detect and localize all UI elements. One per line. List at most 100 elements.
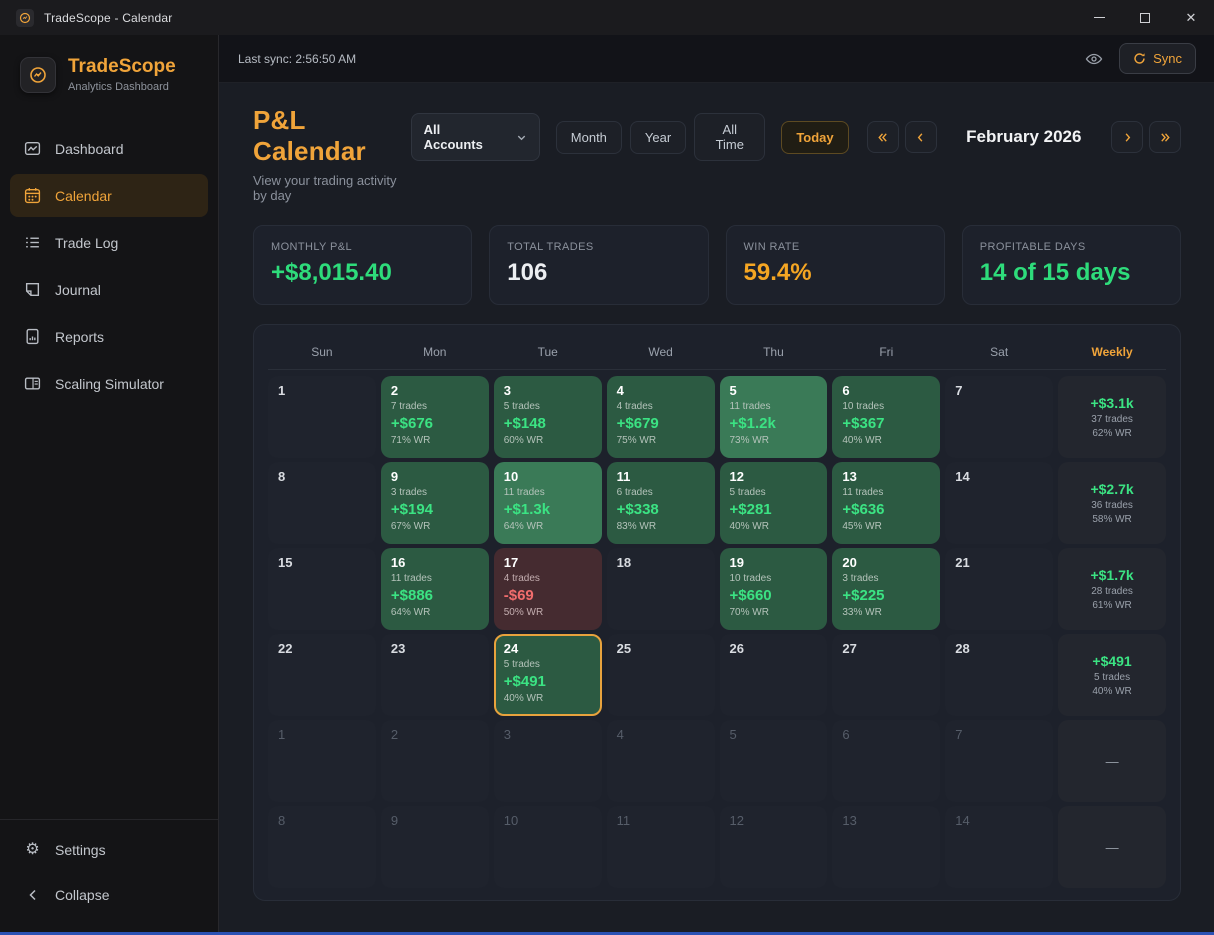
today-button[interactable]: Today <box>781 120 849 154</box>
day-pnl: +$338 <box>616 501 659 518</box>
minimize-button[interactable] <box>1076 0 1122 35</box>
minimize-icon <box>1093 17 1105 18</box>
account-filter-value: All Accounts <box>423 122 483 152</box>
close-icon: ✕ <box>1185 10 1197 25</box>
bottom-accent-bar <box>0 932 1214 935</box>
day-cell-16[interactable]: 16 11 trades +$886 64% WR <box>380 548 489 630</box>
page-title: P&L Calendar <box>253 105 366 166</box>
current-month-label: February 2026 <box>966 127 1082 146</box>
day-cell-next-7: 7 <box>945 720 1053 802</box>
day-pnl: +$660 <box>729 587 772 604</box>
day-header-tue: Tue <box>537 345 558 359</box>
day-cell-19[interactable]: 19 10 trades +$660 70% WR <box>719 548 828 630</box>
title-bar: TradeScope - Calendar ✕ <box>0 0 1214 35</box>
sidebar-item-settings[interactable]: ⚙ Settings <box>10 828 208 871</box>
day-number: 12 <box>729 813 744 828</box>
day-cell-3[interactable]: 3 5 trades +$148 60% WR <box>493 376 602 458</box>
weekly-pnl: +$491 <box>1092 653 1132 669</box>
day-cell-6[interactable]: 6 10 trades +$367 40% WR <box>832 376 941 458</box>
day-number: 2 <box>390 727 399 742</box>
view-month-button[interactable]: Month <box>555 120 622 154</box>
day-header-sat: Sat <box>990 345 1009 359</box>
day-number: 21 <box>955 555 970 570</box>
maximize-button[interactable] <box>1122 0 1168 35</box>
view-alltime-button[interactable]: All Time <box>694 113 766 161</box>
day-number: 10 <box>503 813 519 828</box>
day-pnl: -$69 <box>503 587 534 604</box>
sidebar-item-label: Reports <box>55 328 105 345</box>
day-number: 5 <box>729 727 737 742</box>
day-cell-13[interactable]: 13 11 trades +$636 45% WR <box>832 462 941 544</box>
day-cell-18: 18 <box>607 548 715 630</box>
sidebar-item-journal[interactable]: Journal <box>10 268 208 311</box>
sync-button[interactable]: Sync <box>1119 43 1196 74</box>
day-number: 3 <box>503 727 511 742</box>
chevron-down-icon <box>516 132 527 143</box>
day-win-rate: 71% WR <box>390 435 431 446</box>
sync-label: Sync <box>1153 51 1182 66</box>
stat-label: MONTHLY P&L <box>271 241 353 253</box>
day-cell-next-10: 10 <box>494 806 602 888</box>
calendar-icon <box>24 187 41 204</box>
next-month-button[interactable] <box>1111 121 1143 153</box>
day-pnl: +$367 <box>842 415 885 432</box>
day-cell-24[interactable]: 24 5 trades +$491 40% WR <box>493 634 602 716</box>
prev-month-button[interactable] <box>904 121 937 153</box>
day-number: 4 <box>616 727 624 742</box>
eye-icon[interactable] <box>1085 50 1103 68</box>
day-win-rate: 40% WR <box>503 693 544 704</box>
day-number: 11 <box>616 813 631 828</box>
close-button[interactable]: ✕ <box>1168 0 1214 35</box>
sync-icon <box>1133 52 1146 65</box>
day-cell-9[interactable]: 9 3 trades +$194 67% WR <box>380 462 489 544</box>
weekly-header: Weekly <box>1091 345 1133 359</box>
day-trades-count: 3 trades <box>842 573 879 584</box>
day-trades-count: 4 trades <box>503 573 540 584</box>
day-cell-10[interactable]: 10 11 trades +$1.3k 64% WR <box>493 462 602 544</box>
weekly-win-rate: 61% WR <box>1092 600 1132 611</box>
day-win-rate: 67% WR <box>390 521 431 532</box>
sidebar-item-trade-log[interactable]: Trade Log <box>10 221 208 264</box>
day-cell-21: 21 <box>945 548 1053 630</box>
day-pnl: +$1.2k <box>729 415 776 432</box>
day-trades-count: 11 trades <box>390 573 432 584</box>
day-win-rate: 45% WR <box>842 521 882 532</box>
day-cell-5[interactable]: 5 11 trades +$1.2k 73% WR <box>719 376 828 458</box>
view-year-button[interactable]: Year <box>629 120 687 154</box>
day-cell-26: 26 <box>720 634 828 716</box>
day-cell-11[interactable]: 11 6 trades +$338 83% WR <box>606 462 715 544</box>
sidebar-item-label: Trade Log <box>55 234 119 251</box>
day-cell-4[interactable]: 4 4 trades +$679 75% WR <box>606 376 715 458</box>
day-cell-20[interactable]: 20 3 trades +$225 33% WR <box>832 548 941 630</box>
day-number: 17 <box>503 555 519 570</box>
sidebar-item-dashboard[interactable]: Dashboard <box>10 127 208 170</box>
weekly-trades-count: 37 trades <box>1091 414 1133 425</box>
weekly-win-rate: 62% WR <box>1092 428 1132 439</box>
sidebar-collapse-button[interactable]: Collapse <box>10 873 208 916</box>
day-cell-23: 23 <box>381 634 489 716</box>
sidebar-item-reports[interactable]: Reports <box>10 315 208 358</box>
day-trades-count: 11 trades <box>842 487 884 498</box>
weekly-trades-count: 5 trades <box>1093 672 1131 683</box>
account-filter-select[interactable]: All Accounts <box>410 113 540 161</box>
day-cell-next-9: 9 <box>381 806 489 888</box>
sidebar-item-scaling-simulator[interactable]: Scaling Simulator <box>10 362 208 405</box>
day-cell-17[interactable]: 17 4 trades -$69 50% WR <box>493 548 602 630</box>
day-trades-count: 4 trades <box>616 401 653 412</box>
day-win-rate: 75% WR <box>616 435 657 446</box>
day-pnl: +$225 <box>842 587 885 604</box>
day-pnl: +$679 <box>616 415 659 432</box>
stat-card-profitable-days: PROFITABLE DAYS 14 of 15 days <box>961 225 1181 305</box>
day-trades-count: 7 trades <box>390 401 428 412</box>
sidebar: TradeScope Analytics Dashboard Dashboard… <box>0 35 219 932</box>
sidebar-item-calendar[interactable]: Calendar <box>10 174 208 217</box>
day-number: 19 <box>729 555 744 570</box>
journal-icon <box>24 281 41 298</box>
prev-year-button[interactable] <box>866 121 899 153</box>
day-win-rate: 83% WR <box>616 521 657 532</box>
last-sync-text: Last sync: 2:56:50 AM <box>238 51 357 66</box>
next-year-button[interactable] <box>1149 121 1181 153</box>
day-cell-12[interactable]: 12 5 trades +$281 40% WR <box>719 462 828 544</box>
day-cell-2[interactable]: 2 7 trades +$676 71% WR <box>380 376 489 458</box>
